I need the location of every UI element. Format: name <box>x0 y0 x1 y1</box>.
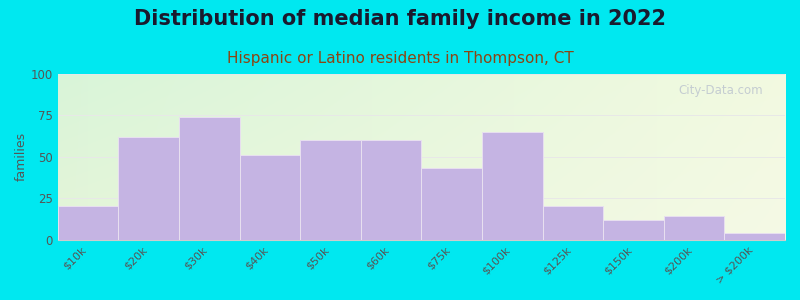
Bar <box>482 132 542 240</box>
Bar <box>664 216 725 240</box>
Bar <box>361 140 422 240</box>
Bar <box>725 233 785 240</box>
Bar <box>422 168 482 240</box>
Bar <box>542 206 603 240</box>
Y-axis label: families: families <box>15 132 28 181</box>
Bar <box>118 137 179 240</box>
Bar <box>240 155 300 240</box>
Bar <box>603 220 664 240</box>
Text: Hispanic or Latino residents in Thompson, CT: Hispanic or Latino residents in Thompson… <box>226 51 574 66</box>
Bar <box>58 206 118 240</box>
Bar <box>300 140 361 240</box>
Bar <box>179 117 240 240</box>
Text: City-Data.com: City-Data.com <box>678 84 763 97</box>
Text: Distribution of median family income in 2022: Distribution of median family income in … <box>134 9 666 29</box>
